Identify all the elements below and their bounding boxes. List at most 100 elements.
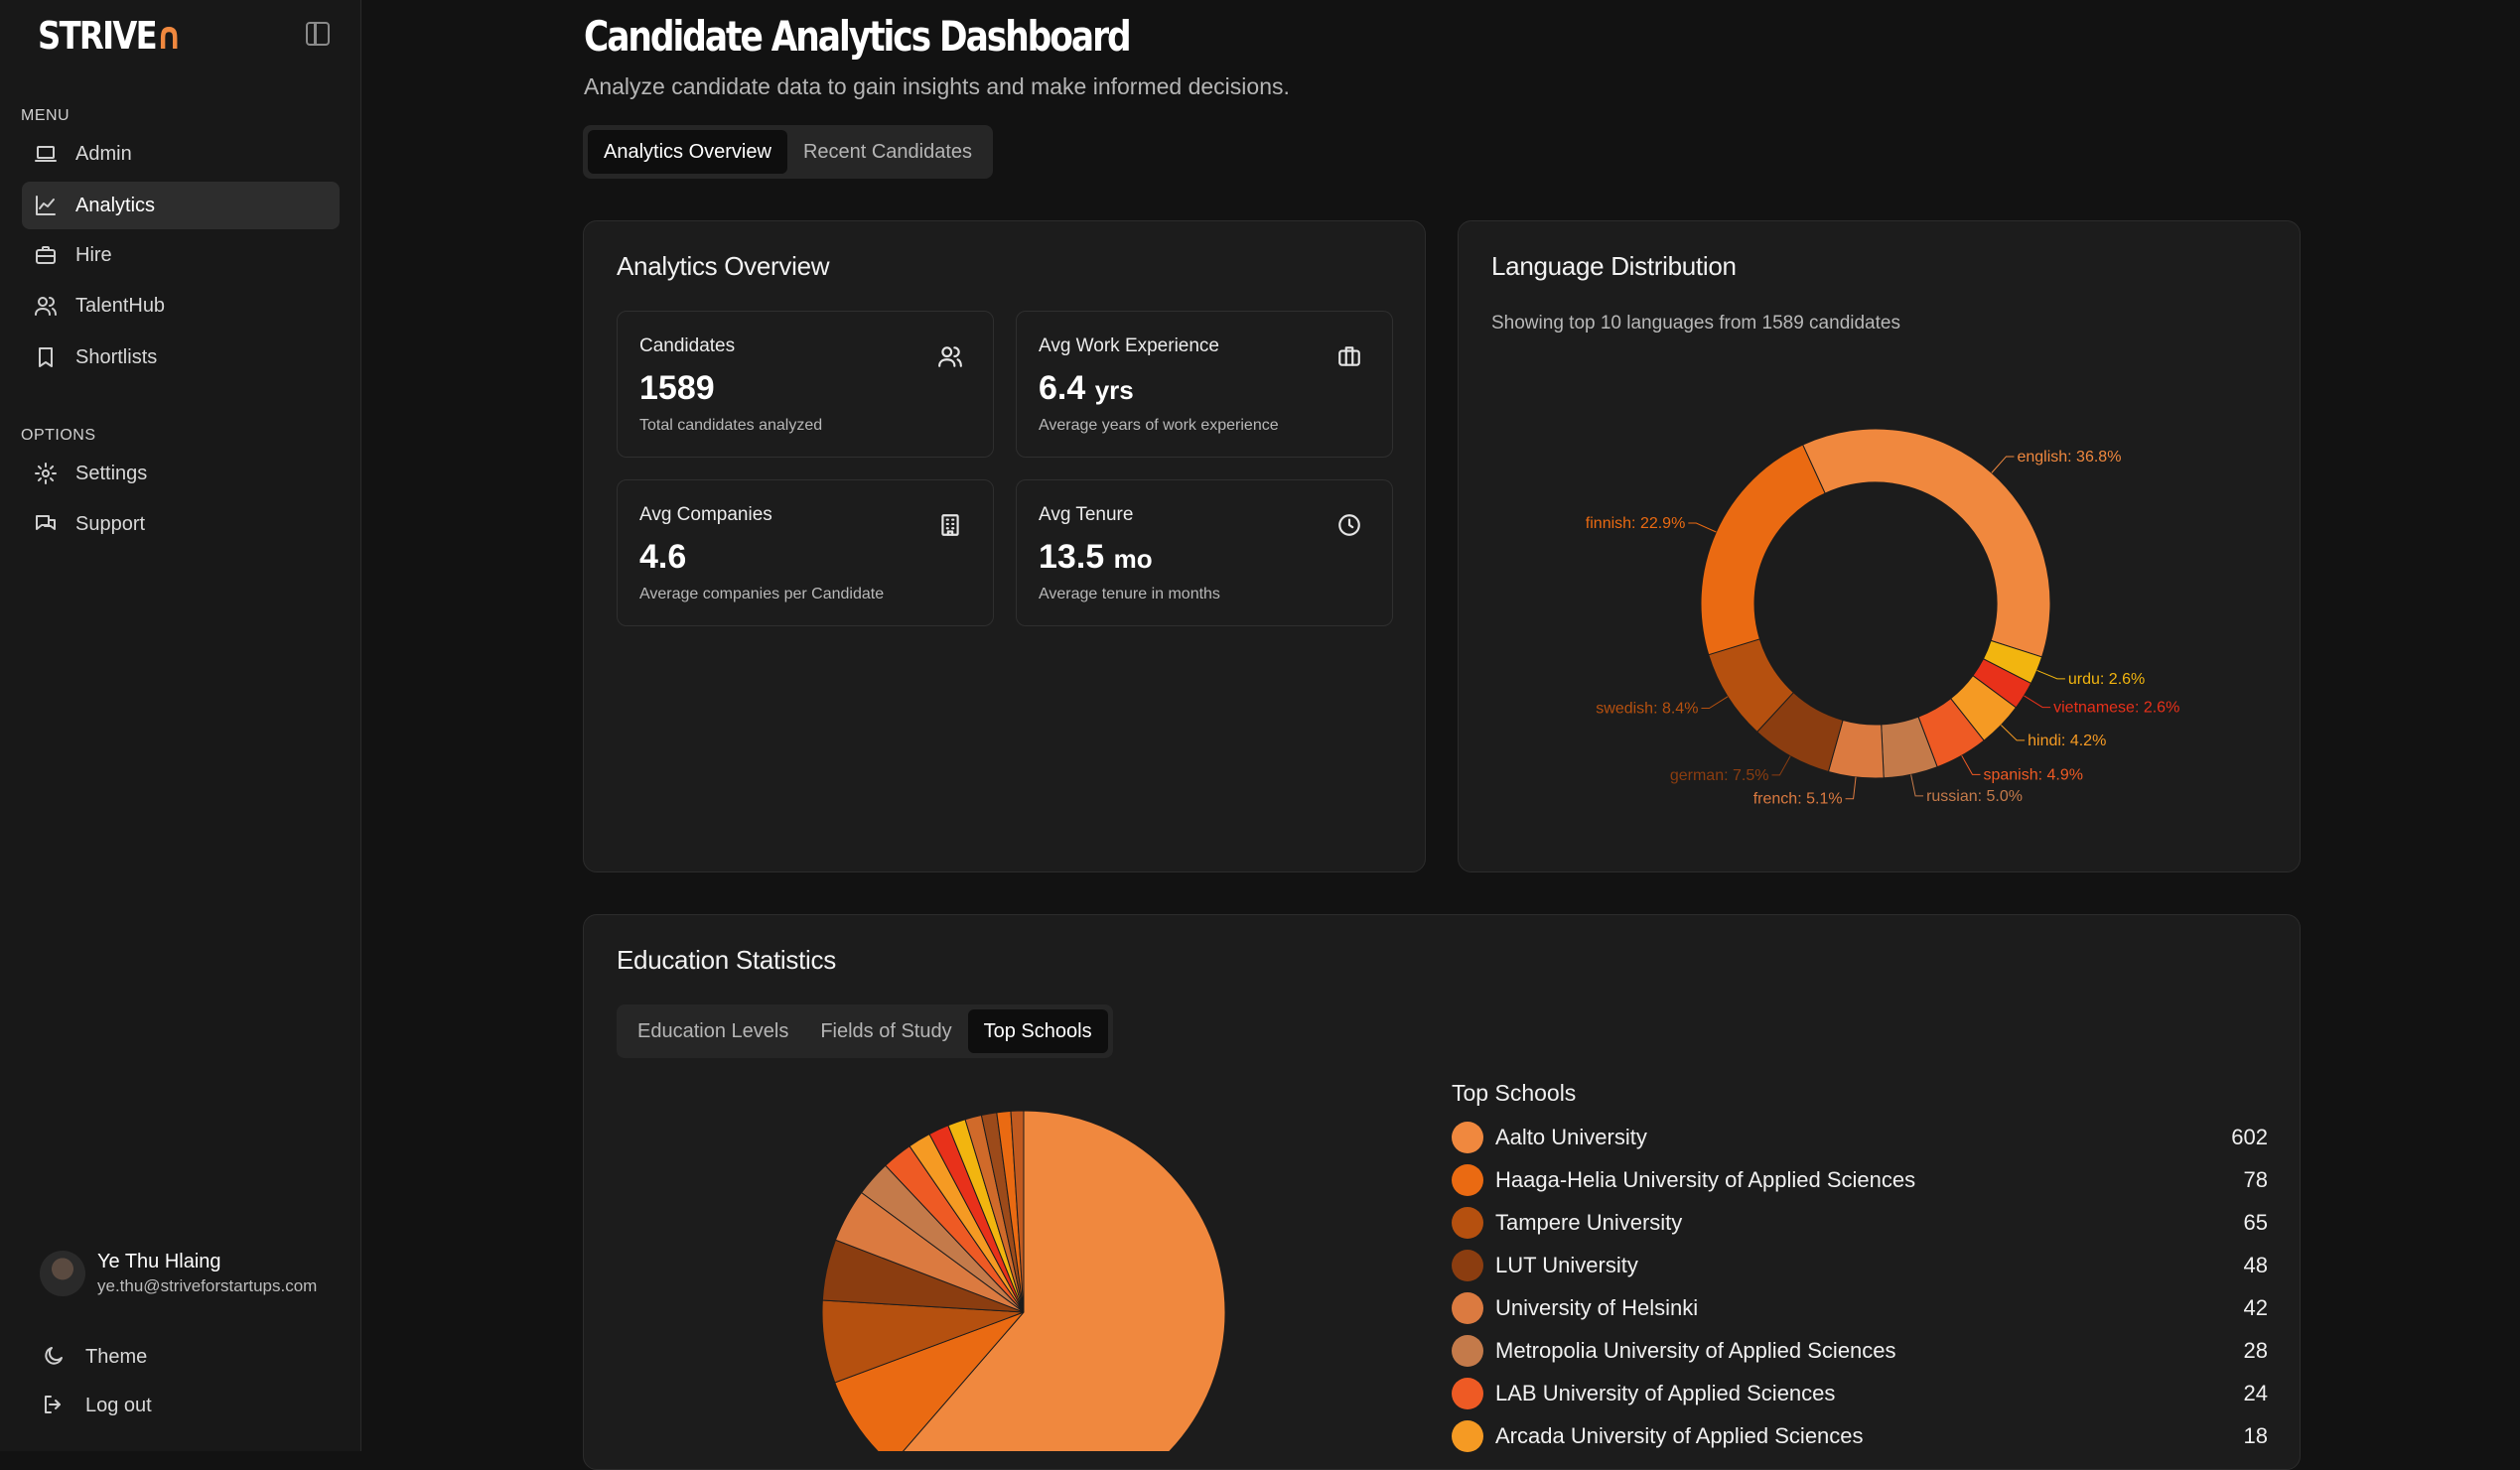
users-icon <box>937 343 963 374</box>
legend-item[interactable]: Arcada University of Applied Sciences 18 <box>1452 1416 2268 1456</box>
sidebar-item-label: Settings <box>75 462 148 484</box>
legend-label: Metropolia University of Applied Science… <box>1495 1338 1896 1363</box>
legend-label: University of Helsinki <box>1495 1295 1699 1320</box>
donut-slice-english[interactable] <box>1801 428 2051 658</box>
top-schools-pie-chart <box>821 1110 1226 1451</box>
legend-label: LUT University <box>1495 1253 1638 1277</box>
user-profile[interactable]: Ye Thu Hlaing ye.thu@striveforstartups.c… <box>40 1251 317 1296</box>
legend-label: Arcada University of Applied Sciences <box>1495 1423 1864 1448</box>
donut-label: swedish: 8.4% <box>1596 701 1698 718</box>
sidebar-item-support[interactable]: Support <box>22 500 340 548</box>
moon-icon <box>42 1344 68 1370</box>
tab-analytics-overview[interactable]: Analytics Overview <box>588 130 787 174</box>
stat-label: Candidates <box>639 335 736 356</box>
stat-desc: Total candidates analyzed <box>639 417 823 434</box>
stat-label: Avg Tenure <box>1039 504 1134 525</box>
theme-button[interactable]: Theme <box>42 1344 147 1370</box>
theme-label: Theme <box>85 1345 148 1368</box>
menu-section-label: MENU <box>21 107 70 124</box>
sidebar-item-label: Admin <box>75 142 132 165</box>
logout-icon <box>42 1393 68 1418</box>
donut-leader-line <box>1771 755 1791 776</box>
donut-leader-line <box>2000 725 2026 741</box>
sidebar-item-admin[interactable]: Admin <box>22 130 340 178</box>
legend-count: 65 <box>2243 1210 2268 1235</box>
card-title: Language Distribution <box>1491 251 1737 281</box>
legend-item[interactable]: Aalto University 602 <box>1452 1118 2268 1157</box>
sidebar-item-settings[interactable]: Settings <box>22 450 340 497</box>
stat-value: 13.5 mo <box>1039 538 1153 576</box>
legend-count: 48 <box>2243 1253 2268 1277</box>
pie-slice-school-1[interactable] <box>892 1110 1226 1451</box>
card-title: Education Statistics <box>617 945 836 975</box>
legend-item[interactable]: Metropolia University of Applied Science… <box>1452 1331 2268 1371</box>
stat-card-candidates: Candidates 1589 Total candidates analyze… <box>617 311 994 458</box>
briefcase-icon <box>34 243 58 267</box>
main-tabs: Analytics Overview Recent Candidates <box>583 125 994 179</box>
legend-item[interactable]: LUT University 48 <box>1452 1246 2268 1285</box>
sidebar-item-hire[interactable]: Hire <box>22 231 340 279</box>
donut-slice-finnish[interactable] <box>1700 444 1826 656</box>
legend-swatch <box>1452 1164 1483 1196</box>
legend-count: 28 <box>2243 1338 2268 1363</box>
legend-label: Haaga-Helia University of Applied Scienc… <box>1495 1167 1916 1192</box>
chart-line-icon <box>34 194 58 217</box>
legend-label: Tampere University <box>1495 1210 1683 1235</box>
language-distribution-card: Language Distribution Showing top 10 lan… <box>1458 220 2301 872</box>
legend-swatch <box>1452 1335 1483 1367</box>
avatar <box>40 1251 85 1296</box>
user-email: ye.thu@striveforstartups.com <box>97 1276 318 1295</box>
sidebar-item-label: Hire <box>75 243 112 266</box>
sidebar-item-analytics[interactable]: Analytics <box>22 182 340 229</box>
pie-slice-school-14[interactable] <box>1010 1110 1025 1313</box>
legend-item[interactable]: Haaga-Helia University of Applied Scienc… <box>1452 1160 2268 1200</box>
donut-leader-line <box>2036 669 2065 680</box>
stat-value: 4.6 <box>639 538 687 576</box>
donut-label: hindi: 4.2% <box>2028 733 2106 749</box>
legend-count: 602 <box>2231 1125 2268 1149</box>
donut-label: spanish: 4.9% <box>1983 766 2083 783</box>
legend-item[interactable]: Tampere University 65 <box>1452 1203 2268 1243</box>
tab-top-schools[interactable]: Top Schools <box>967 1009 1108 1053</box>
tab-fields-of-study[interactable]: Fields of Study <box>820 1019 952 1042</box>
stat-card-tenure: Avg Tenure 13.5 mo Average tenure in mon… <box>1016 479 1393 626</box>
donut-label: english: 36.8% <box>2017 449 2121 466</box>
legend-swatch <box>1452 1250 1483 1281</box>
sidebar-item-talenthub[interactable]: TalentHub <box>22 282 340 330</box>
brand-logo[interactable]: STRIVE∩ <box>38 14 182 58</box>
donut-label: russian: 5.0% <box>1926 788 2023 805</box>
logout-button[interactable]: Log out <box>42 1393 152 1418</box>
sidebar: STRIVE∩ MENU Admin Analytics Hire Talent… <box>0 0 361 1451</box>
language-donut-chart: english: 36.8% urdu: 2.6% vietnamese: 2.6%… <box>1586 428 2179 808</box>
page-title: Candidate Analytics Dashboard <box>584 12 1132 61</box>
stat-desc: Average companies per Candidate <box>639 586 885 602</box>
donut-leader-line <box>2024 695 2051 709</box>
legend-label: Aalto University <box>1495 1125 1647 1149</box>
donut-leader-line <box>1701 696 1729 710</box>
logout-label: Log out <box>85 1394 152 1416</box>
donut-label: finnish: 22.9% <box>1586 515 1686 532</box>
sidebar-item-label: Analytics <box>75 194 156 216</box>
donut-label: french: 5.1% <box>1753 791 1843 808</box>
legend-swatch <box>1452 1122 1483 1153</box>
gear-icon <box>34 462 58 485</box>
legend-item[interactable]: LAB University of Applied Sciences 24 <box>1452 1374 2268 1413</box>
stat-card-work-experience: Avg Work Experience 6.4 yrs Average year… <box>1016 311 1393 458</box>
tab-recent-candidates[interactable]: Recent Candidates <box>802 140 973 163</box>
sidebar-item-shortlists[interactable]: Shortlists <box>22 334 340 381</box>
bookmark-icon <box>34 345 58 369</box>
legend-item[interactable]: University of Helsinki 42 <box>1452 1288 2268 1328</box>
sidebar-item-label: TalentHub <box>75 294 166 317</box>
stat-value: 1589 <box>639 369 715 407</box>
sidebar-collapse-icon[interactable] <box>306 22 330 46</box>
stat-label: Avg Companies <box>639 504 772 525</box>
legend-swatch <box>1452 1292 1483 1324</box>
user-name: Ye Thu Hlaing <box>97 1251 221 1272</box>
legend-label: LAB University of Applied Sciences <box>1495 1381 1836 1405</box>
options-section-label: OPTIONS <box>21 427 96 444</box>
tab-education-levels[interactable]: Education Levels <box>637 1019 789 1042</box>
donut-leader-line <box>1910 774 1924 797</box>
pie-slice-school-2[interactable] <box>834 1311 1025 1451</box>
legend-swatch <box>1452 1378 1483 1409</box>
legend-swatch <box>1452 1207 1483 1239</box>
